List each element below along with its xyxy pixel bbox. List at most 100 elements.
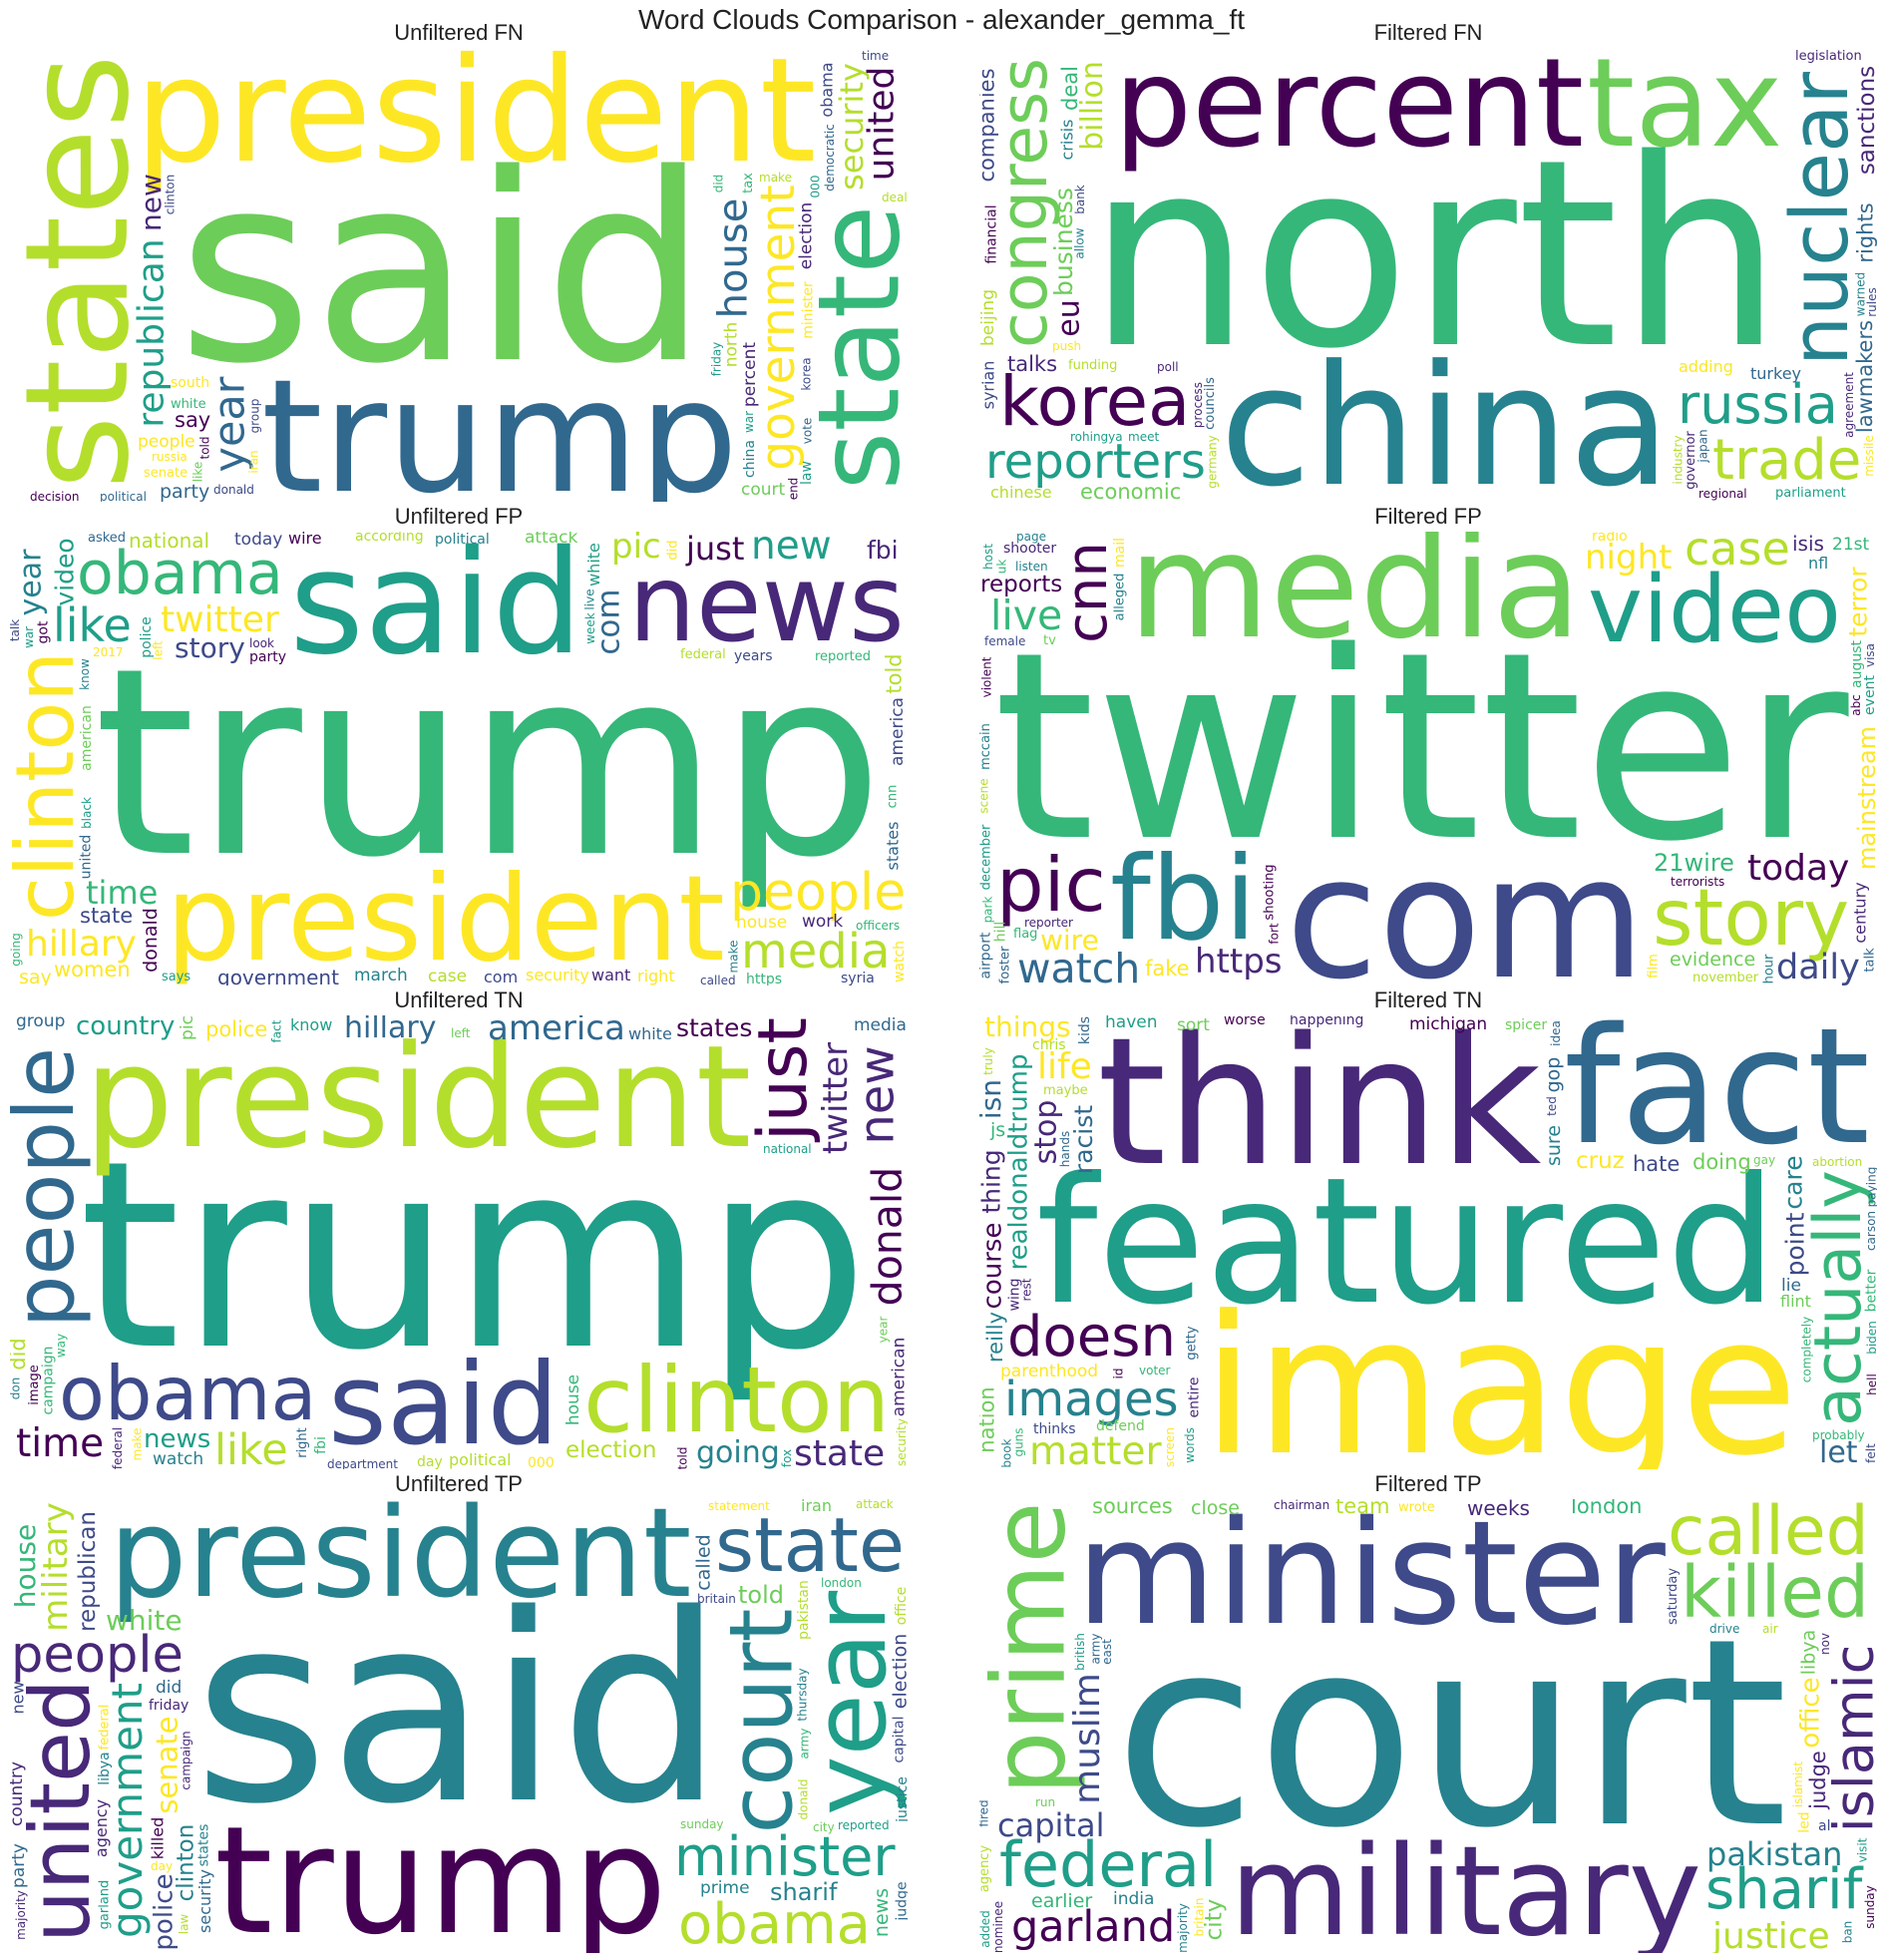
cloud-word: year	[12, 549, 48, 615]
cloud-word: american	[889, 1337, 908, 1416]
cloud-word: make	[725, 940, 740, 973]
cloud-word: russia	[152, 449, 188, 464]
cloud-word: work	[802, 911, 844, 932]
cloud-word: government	[103, 1682, 153, 1938]
cloud-word: cnn	[884, 784, 900, 808]
cloud-word: https	[1195, 941, 1283, 981]
cloud-word: state	[794, 1432, 886, 1469]
cloud-word: mccain	[979, 723, 993, 770]
cloud-word: attack	[856, 1499, 894, 1511]
cloud-word: asked	[88, 532, 127, 547]
cloud-word: flag	[1013, 927, 1038, 943]
cloud-word: kids	[1077, 1015, 1094, 1044]
cloud-word: new	[751, 532, 832, 570]
cloud-word: allow	[1072, 227, 1087, 259]
cloud-word: time	[86, 874, 159, 913]
cloud-word: did	[665, 540, 681, 561]
cloud-word: libya	[1796, 1629, 1819, 1675]
cloud-word: pic	[611, 532, 661, 567]
cloud-word: said	[328, 1339, 560, 1469]
cloud-word: haven	[1105, 1015, 1158, 1032]
cloud-word: years	[734, 648, 773, 665]
cloud-word: agency	[979, 1844, 992, 1892]
cloud-word: reported	[815, 649, 871, 665]
cloud-word: adding	[1679, 357, 1733, 377]
cloud-word: united	[11, 1679, 109, 1943]
cloud-word: doing	[1693, 1150, 1751, 1175]
cloud-word: ban	[1839, 1920, 1854, 1943]
cloud-word: clinton	[10, 650, 93, 921]
cloud-word: just	[743, 1016, 823, 1141]
cloud-word: november	[1693, 971, 1759, 985]
panel-unfiltered-tp: Unfiltered TP said trump president minister…	[10, 1471, 908, 1955]
cloud-word: did	[710, 174, 725, 193]
cloud-word: officers	[856, 918, 901, 933]
cloud-word: violent	[979, 656, 993, 697]
cloud-word: december	[979, 824, 993, 890]
cloud-word: nfl	[1808, 554, 1829, 574]
cloud-word: told	[675, 1446, 689, 1469]
cloud-word: thursday	[795, 1668, 810, 1722]
cloud-word: saturday	[1665, 1567, 1681, 1625]
cloud-word: states	[883, 821, 903, 870]
cloud-word: house	[736, 912, 788, 933]
cloud-word: hour	[1760, 954, 1776, 983]
cloud-word: reilly	[982, 1311, 1007, 1363]
cloud-word: missile	[1861, 435, 1876, 477]
cloud-word: minister	[800, 281, 817, 339]
cloud-word: led	[1796, 1811, 1813, 1833]
cloud-word: fox	[779, 1448, 794, 1467]
cloud-word: course	[979, 1222, 1008, 1309]
cloud-word: war	[21, 625, 36, 648]
cloud-word: alleged	[1111, 573, 1127, 620]
cloud-word: department	[327, 1456, 398, 1469]
cloud-word: councils	[1202, 377, 1218, 430]
cloud-word: right	[294, 1427, 310, 1458]
cloud-word: deal	[1057, 66, 1082, 111]
cloud-word: police	[205, 1017, 268, 1042]
cloud-word: look	[249, 635, 274, 650]
cloud-word: listen	[1015, 559, 1048, 574]
panel-unfiltered-fn: Unfiltered FN said trump president governme…	[10, 20, 908, 504]
cloud-word: female	[984, 633, 1026, 648]
panel-title: Unfiltered FP	[394, 504, 524, 529]
cloud-word: year	[204, 376, 255, 472]
cloud-word: russia	[1678, 372, 1838, 436]
word-cloud: twitter media com video fbi story cnn case watch…	[979, 532, 1877, 985]
cloud-word: rules	[1864, 287, 1877, 317]
cloud-word: wire	[288, 532, 322, 549]
cloud-word: says	[162, 970, 191, 985]
cloud-word: host	[980, 544, 995, 570]
word-cloud: north china percent tax korea russia trade nucl…	[979, 48, 1877, 502]
cloud-word: life	[1037, 1045, 1092, 1087]
cloud-word: president	[166, 850, 725, 985]
cloud-word: obama	[817, 62, 837, 118]
cloud-word: fbi	[867, 536, 899, 565]
cloud-word: according	[355, 532, 424, 546]
cloud-word: army	[796, 1728, 811, 1759]
cloud-word: video	[1588, 555, 1842, 663]
cloud-word: black	[79, 797, 94, 829]
cloud-word: united	[78, 834, 95, 879]
cloud-word: nation	[979, 1386, 999, 1453]
cloud-word: case	[428, 966, 468, 985]
cloud-word: js	[990, 1118, 1006, 1141]
cloud-word: wire	[1040, 923, 1099, 957]
cloud-word: shooter	[1003, 541, 1057, 558]
cloud-word: america	[887, 697, 908, 766]
cloud-word: vote	[799, 417, 814, 444]
cloud-word: political	[435, 532, 490, 549]
cloud-word: campaign	[40, 1346, 57, 1415]
cloud-word: media	[741, 924, 891, 980]
cloud-word: capital	[997, 1806, 1105, 1845]
cloud-word: evidence	[1670, 948, 1756, 971]
cloud-word: thing	[979, 1149, 1006, 1214]
cloud-word: fake	[1145, 957, 1190, 981]
cloud-word: better	[1863, 1269, 1877, 1312]
cloud-word: new	[849, 1045, 906, 1145]
cloud-word: tax	[1587, 48, 1783, 177]
cloud-word: rest	[1019, 1278, 1034, 1302]
cloud-word: president	[84, 1015, 752, 1180]
cloud-word: federal	[999, 1827, 1218, 1901]
cloud-word: got	[35, 620, 52, 643]
